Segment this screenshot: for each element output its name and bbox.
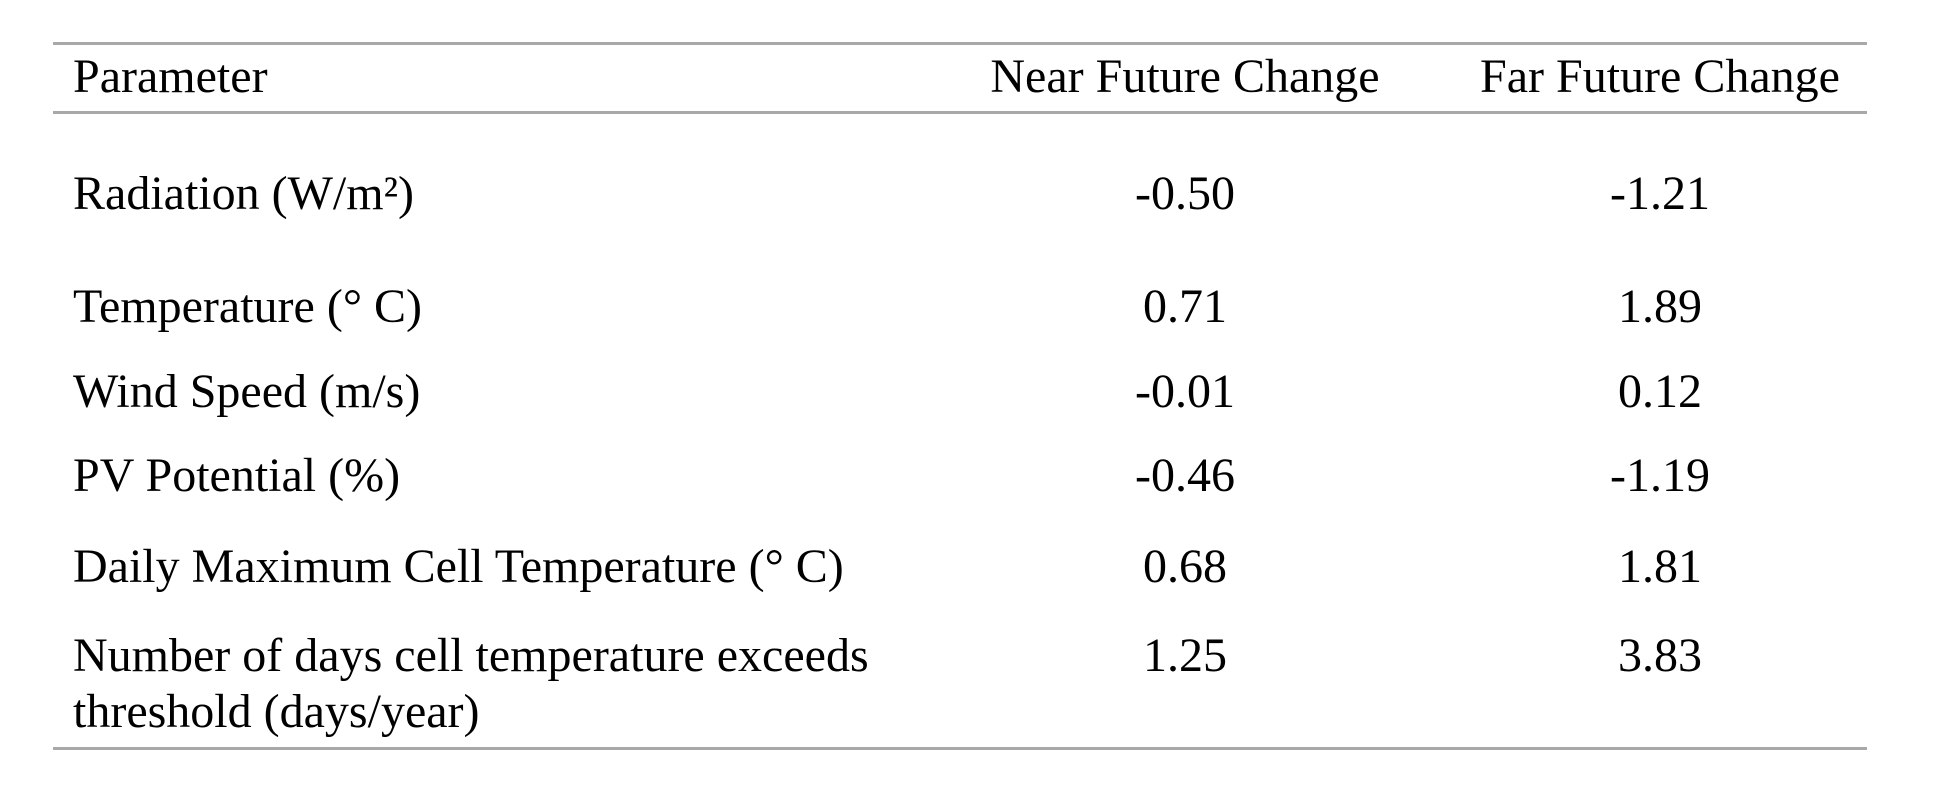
table-row-days-exceeding-threshold: Number of days cell temperature exceeds … <box>53 611 1867 749</box>
far-future-value: 0.12 <box>1618 365 1702 418</box>
parameter-label: Number of days cell temperature exceeds … <box>73 629 869 738</box>
table-row-radiation: Radiation (W/m²) -0.50 -1.21 <box>53 113 1867 251</box>
future-change-parameters-table: Parameter Near Future Change Far Future … <box>53 42 1867 750</box>
far-future-value: -1.21 <box>1610 167 1710 220</box>
table-row-daily-max-cell-temperature: Daily Maximum Cell Temperature (° C) 0.6… <box>53 521 1867 611</box>
column-header-near-future-change: Near Future Change <box>990 50 1380 103</box>
column-header-parameter: Parameter <box>73 50 268 103</box>
parameter-label: PV Potential (%) <box>73 449 401 502</box>
table-row-wind-speed: Wind Speed (m/s) -0.01 0.12 <box>53 349 1867 434</box>
far-future-value: -1.19 <box>1610 449 1710 502</box>
near-future-value: 1.25 <box>1143 629 1227 682</box>
near-future-value: -0.01 <box>1135 365 1235 418</box>
near-future-value: 0.68 <box>1143 540 1227 593</box>
table-row-temperature: Temperature (° C) 0.71 1.89 <box>53 250 1867 349</box>
far-future-value: 1.81 <box>1618 540 1702 593</box>
table-body: Radiation (W/m²) -0.50 -1.21 Temperature… <box>53 113 1867 749</box>
table-row-pv-potential: PV Potential (%) -0.46 -1.19 <box>53 434 1867 521</box>
table-header: Parameter Near Future Change Far Future … <box>53 43 1867 113</box>
near-future-value: -0.46 <box>1135 449 1235 502</box>
far-future-value: 1.89 <box>1618 280 1702 333</box>
column-header-far-future-change: Far Future Change <box>1480 50 1840 103</box>
far-future-value: 3.83 <box>1618 629 1702 682</box>
parameter-label: Daily Maximum Cell Temperature (° C) <box>73 540 844 593</box>
parameter-label: Radiation (W/m²) <box>73 167 414 220</box>
parameter-label: Wind Speed (m/s) <box>73 365 421 418</box>
parameter-label: Temperature (° C) <box>73 280 423 333</box>
near-future-value: -0.50 <box>1135 167 1235 220</box>
near-future-value: 0.71 <box>1143 280 1227 333</box>
header-row: Parameter Near Future Change Far Future … <box>53 43 1867 113</box>
